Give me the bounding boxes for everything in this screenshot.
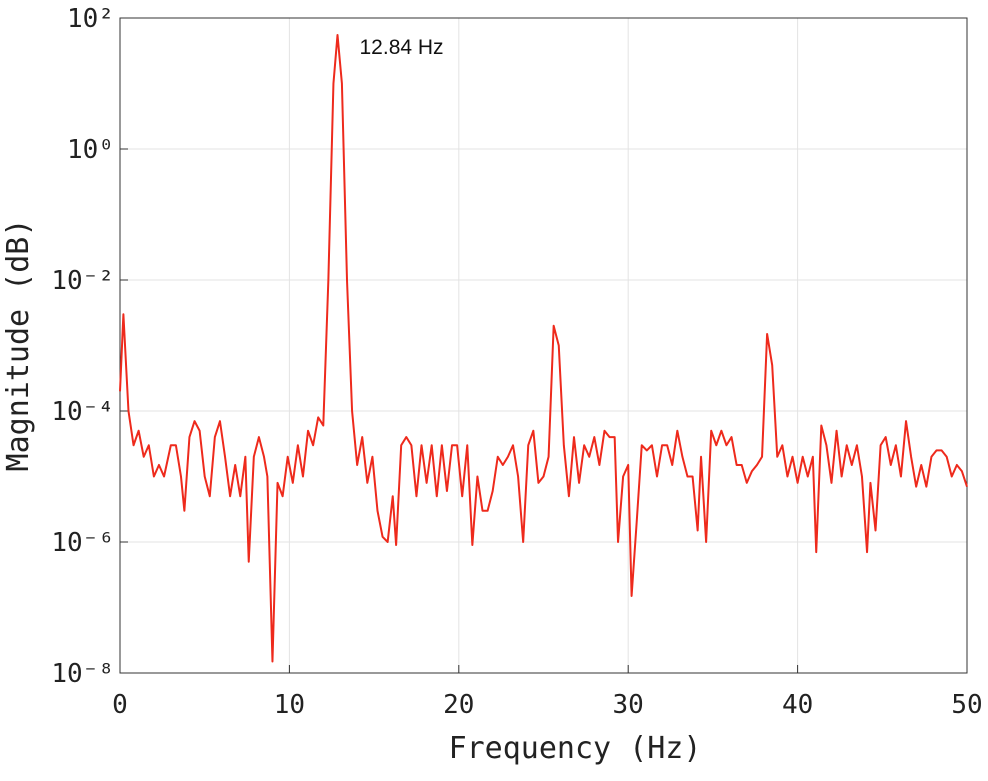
x-tick-label: 50 (951, 690, 982, 720)
y-tick-label: 10⁻⁶ (51, 528, 114, 558)
y-tick-label: 10⁻² (51, 266, 114, 296)
y-tick-label: 10² (67, 4, 114, 34)
x-tick-label: 0 (112, 690, 128, 720)
x-tick-label: 40 (782, 690, 813, 720)
x-tick-label: 30 (613, 690, 644, 720)
y-axis-label: Magnitude (dB) (1, 219, 36, 472)
x-axis-label: Frequency (Hz) (449, 731, 702, 766)
x-tick-label: 10 (274, 690, 305, 720)
plot-frame (119, 17, 968, 674)
x-tick-label: 20 (443, 690, 474, 720)
y-tick-label: 10⁻⁴ (51, 397, 114, 427)
y-tick-label: 10⁻⁸ (51, 659, 114, 689)
y-tick-label: 10⁰ (67, 135, 114, 165)
line-series (119, 34, 968, 663)
annotation: 12.84 Hz (360, 36, 444, 59)
